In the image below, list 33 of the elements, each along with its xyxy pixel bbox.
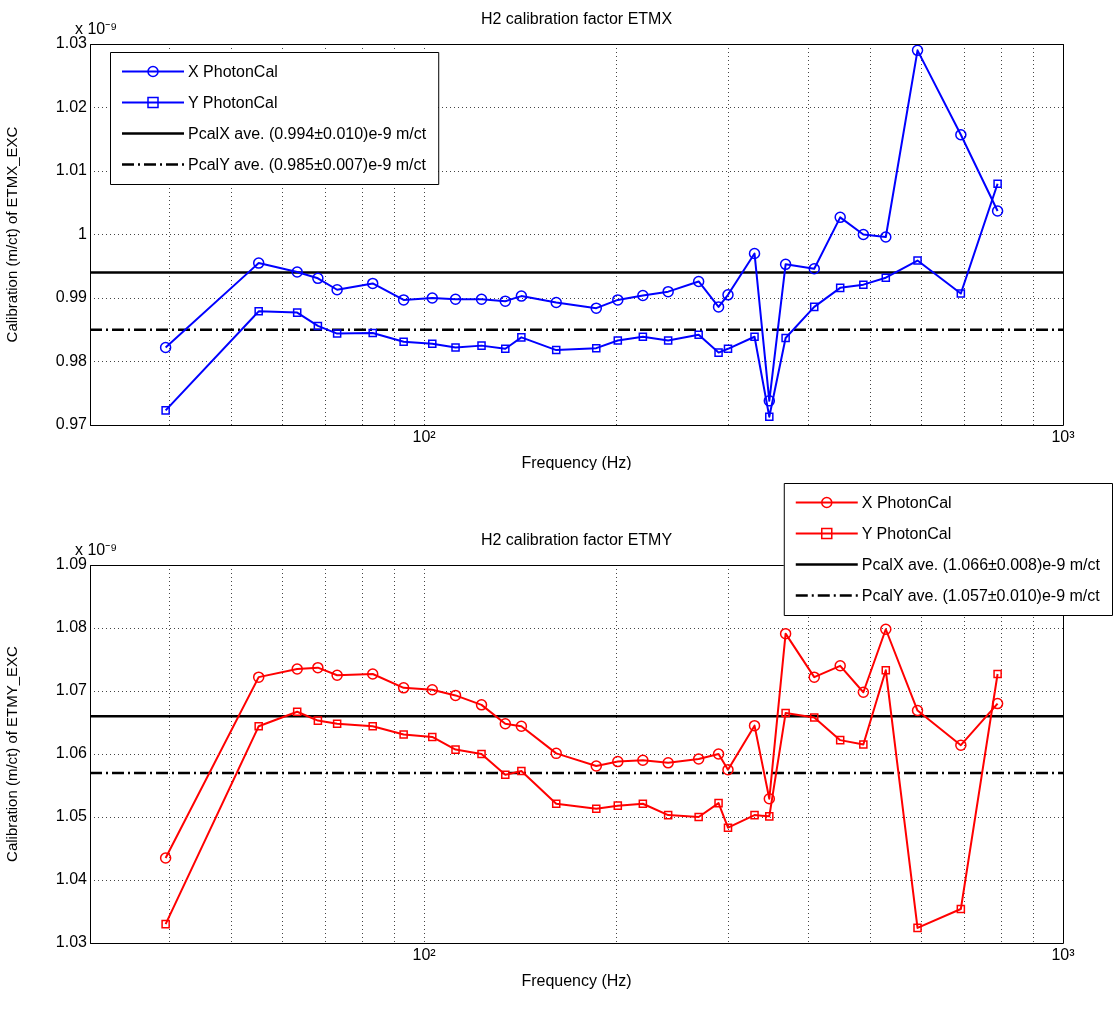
legend-label: Y PhotonCal: [861, 524, 952, 542]
legend-label: PcalX ave. (1.066±0.008)e-9 m/ct: [861, 555, 1101, 573]
y-tick-label: 1.02: [55, 97, 88, 115]
legend-label: PcalY ave. (0.985±0.007)e-9 m/ct: [188, 155, 427, 173]
x-axis-title: Frequency (Hz): [521, 971, 632, 989]
y-tick-label: 1.03: [55, 34, 88, 52]
y-tick-label: 1.04: [55, 870, 88, 888]
legend-label: PcalY ave. (1.057±0.010)e-9 m/ct: [861, 586, 1101, 604]
x-tick-label: 10³: [1051, 428, 1076, 446]
y-tick-label: 1.01: [55, 161, 88, 179]
y-tick-label: 1.08: [55, 618, 88, 636]
y-tick-label: 1.03: [55, 933, 88, 951]
x-tick-label: 10³: [1051, 946, 1076, 964]
legend-label: X PhotonCal: [861, 493, 952, 511]
text: x 10⁻⁹: [75, 20, 118, 37]
y-axis-title: Calibration (m/ct) of ETMX_EXC: [3, 126, 21, 343]
y-tick-label: 1: [78, 224, 88, 242]
y-tick-label: 0.99: [55, 288, 88, 306]
y-tick-label: 1.06: [55, 744, 88, 762]
legend-label: PcalX ave. (0.994±0.010)e-9 m/ct: [188, 124, 427, 142]
legend-label: X PhotonCal: [188, 62, 278, 80]
x-tick-label: 10²: [412, 946, 437, 964]
y-tick-label: 1.09: [55, 555, 88, 573]
legend-label: Y PhotonCal: [188, 93, 278, 111]
y-tick-label: 1.05: [55, 807, 88, 825]
chart-title: H2 calibration factor ETMX: [480, 10, 673, 27]
y-tick-label: 0.98: [55, 351, 88, 369]
y-tick-label: 1.07: [55, 681, 88, 699]
y-tick-label: 0.97: [55, 415, 88, 433]
x-tick-label: 10²: [412, 428, 437, 446]
chart-title: H2 calibration factor ETMY: [480, 531, 673, 548]
text: x 10⁻⁹: [75, 541, 118, 558]
y-axis-title: Calibration (m/ct) of ETMY_EXC: [3, 645, 21, 862]
